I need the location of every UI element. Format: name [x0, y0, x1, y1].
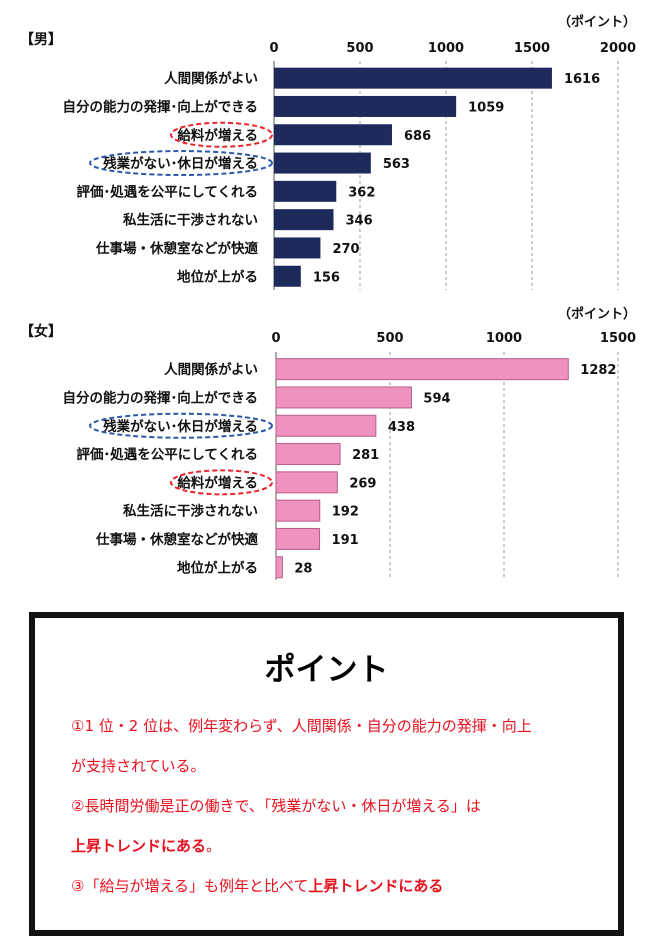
male-bar — [274, 209, 334, 231]
point-line-5: ③「給与が増える」も例年と比べて上昇トレンドにある — [71, 875, 443, 896]
female-bar — [275, 358, 569, 381]
point-line-4-tail: 。 — [206, 837, 222, 855]
female-bar — [275, 471, 338, 494]
male-unit-label: （ポイント） — [558, 14, 636, 30]
male-bar — [274, 67, 552, 89]
female-category-label: 残業がない･休日が増える — [103, 418, 258, 435]
point-line-5-bold: 上昇トレンドにある — [308, 877, 444, 895]
male-highlight-ellipse — [89, 150, 273, 177]
female-tick-label: 500 — [376, 331, 403, 346]
male-value-label: 563 — [383, 157, 410, 172]
female-category-label: 人間関係がよい — [164, 361, 258, 378]
point-line-3: ②長時間労働是正の働きで、「残業がない・休日が増える」は — [71, 797, 481, 815]
female-category-label: 給料が増える — [177, 474, 258, 491]
male-tick-label: 2000 — [600, 41, 636, 56]
male-bar — [274, 152, 371, 174]
male-value-label: 346 — [346, 214, 373, 229]
female-value-label: 192 — [332, 505, 359, 520]
male-category-label: 自分の能力の発揮･向上ができる — [63, 98, 258, 115]
female-category-label: 地位が上がる — [177, 559, 258, 576]
male-bar — [274, 265, 301, 287]
male-bar — [274, 95, 457, 117]
male-category-label: 残業がない･休日が増える — [103, 155, 258, 172]
male-bar — [274, 180, 337, 202]
point-line-2: が支持されている。 — [71, 757, 206, 775]
female-category-label: 自分の能力の発揮･向上ができる — [63, 389, 258, 406]
male-value-label: 362 — [348, 185, 375, 200]
charts-area: 【男】 （ポイント） 0 500 1000 1500 2000 1616 人間関係がよい 1059… — [20, 14, 636, 580]
female-category-label: 私生活に干渉されない — [123, 503, 258, 520]
male-panel-label: 【男】 — [20, 32, 62, 48]
male-category-label: 給料が増える — [177, 127, 258, 144]
male-value-label: 1059 — [468, 100, 504, 115]
female-bar — [275, 499, 321, 522]
male-value-label: 686 — [404, 129, 431, 144]
female-bar — [275, 556, 283, 579]
male-tick-label: 1000 — [428, 41, 464, 56]
female-category-label: 仕事場・休憩室などが快適 — [95, 531, 258, 548]
male-value-label: 156 — [313, 270, 340, 285]
point-line-5-prefix: ③「給与が増える」も例年と比べて — [71, 877, 309, 895]
male-category-label: 評価･処遇を公平にしてくれる — [77, 183, 258, 200]
male-chart: 【男】 （ポイント） 0 500 1000 1500 2000 1616 人間関係がよい 1059… — [20, 14, 636, 290]
male-category-label: 人間関係がよい — [164, 70, 258, 87]
male-value-label: 270 — [332, 242, 359, 257]
female-value-label: 28 — [294, 561, 312, 576]
female-value-label: 594 — [423, 391, 450, 406]
female-value-label: 438 — [388, 420, 415, 435]
male-tick-label: 500 — [346, 41, 373, 56]
male-category-label: 仕事場・休憩室などが快適 — [95, 240, 258, 257]
female-bar — [275, 386, 412, 409]
male-tick-label: 0 — [269, 41, 278, 56]
point-box: ポイント ①1 位・2 位は、例年変わらず、人間関係・自分の能力の発揮・向上 が… — [29, 612, 624, 936]
male-category-label: 私生活に干渉されない — [123, 212, 258, 229]
female-highlight-ellipse — [89, 412, 273, 439]
female-tick-label: 1500 — [600, 331, 636, 346]
female-bar — [275, 443, 341, 466]
point-line-1: ①1 位・2 位は、例年変わらず、人間関係・自分の能力の発揮・向上 — [71, 717, 532, 735]
male-bar — [274, 124, 392, 146]
female-value-label: 281 — [352, 448, 379, 463]
female-value-label: 191 — [332, 533, 359, 548]
female-category-label: 評価･処遇を公平にしてくれる — [77, 446, 258, 463]
male-tick-label: 1500 — [514, 41, 550, 56]
point-line-4-bold: 上昇トレンドにある — [71, 837, 207, 855]
male-bar — [274, 237, 321, 259]
male-highlight-ellipse — [170, 121, 273, 148]
female-tick-label: 1000 — [486, 331, 522, 346]
female-highlight-ellipse — [170, 469, 273, 496]
female-bar — [275, 414, 377, 437]
female-chart: 【女】 （ポイント） 0 500 1000 1500 1282 人間関係がよい 594 自分の能力… — [20, 306, 636, 580]
female-value-label: 1282 — [580, 363, 616, 378]
male-value-label: 1616 — [564, 72, 600, 87]
female-bar — [275, 527, 321, 550]
female-value-label: 269 — [349, 476, 376, 491]
point-line-4: 上昇トレンドにある。 — [71, 835, 221, 856]
female-tick-label: 0 — [271, 331, 280, 346]
point-title: ポイント — [264, 652, 389, 688]
male-category-label: 地位が上がる — [177, 268, 258, 285]
female-unit-label: （ポイント） — [558, 306, 636, 322]
female-panel-label: 【女】 — [20, 323, 62, 340]
